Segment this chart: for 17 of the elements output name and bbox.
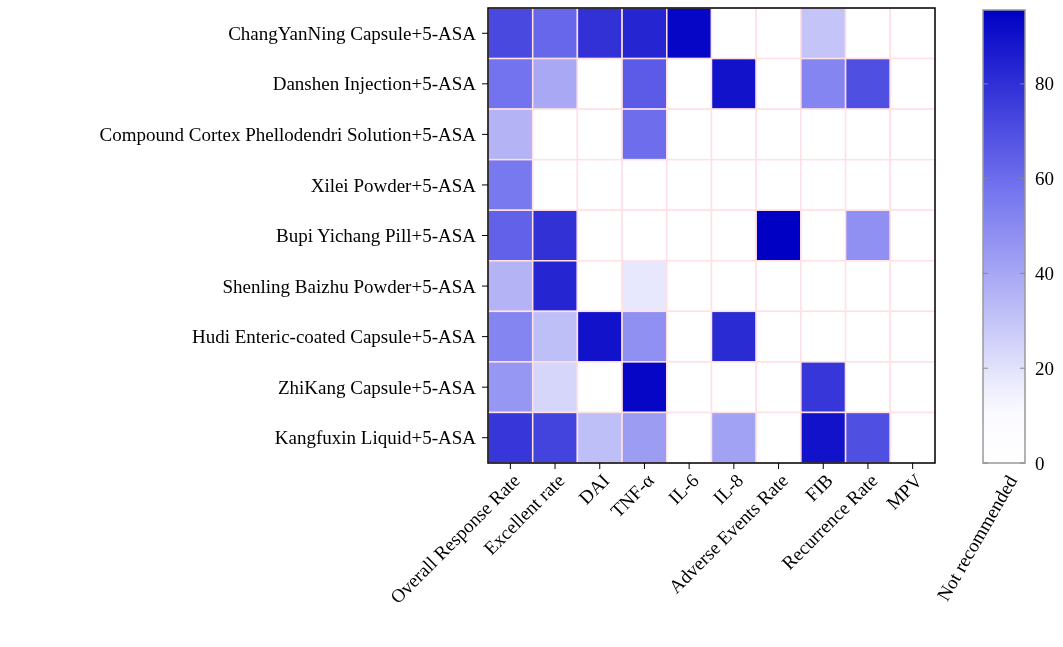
color-bar-label: 80 [1035,73,1054,95]
y-tick-label: Kangfuxin Liquid+5-ASA [274,427,477,449]
y-tick-label: Shenling Baizhu Powder+5-ASA [222,275,477,297]
color-bar-label: 60 [1035,168,1054,190]
color-bar-label: 40 [1035,263,1054,285]
y-tick-label: ZhiKang Capsule+5-ASA [277,376,477,398]
x-tick-label: IL-6 [663,469,703,509]
y-tick-label: Xilei Powder+5-ASA [310,174,477,196]
y-tick-label: Compound Cortex Phellodendri Solution+5-ASA [99,124,477,146]
color-bar-label: 20 [1035,357,1054,379]
y-tick-label: ChangYanNing Capsule+5-ASA [228,22,477,44]
y-tick-label: Hudi Enteric-coated Capsule+5-ASA [191,326,477,348]
color-bar-label: 0 [1035,452,1045,474]
y-tick-label: Bupi Yichang Pill+5-ASA [275,225,477,247]
y-tick-label: Danshen Injection+5-ASA [272,73,477,95]
x-tick-label: FIB [801,469,837,506]
x-tick-label: IL-8 [708,469,748,509]
